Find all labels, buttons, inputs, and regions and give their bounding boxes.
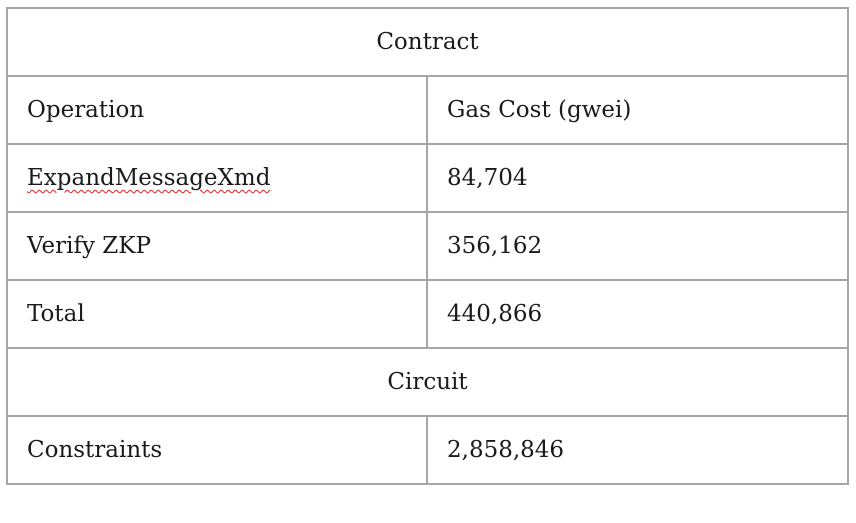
operation-cell[interactable]: ExpandMessageXmd [6,143,428,213]
contract-section-header: Contract [6,7,849,77]
operation-cell: Total [6,279,428,349]
circuit-section-row: Circuit [6,347,849,417]
contract-section-row: Contract [6,7,849,77]
operation-cell: Verify ZKP [6,211,428,281]
operation-column-header: Operation [6,75,428,145]
gas-cost-cell: 356,162 [426,211,849,281]
circuit-value-cell: 2,858,846 [426,415,849,485]
circuit-section-header: Circuit [6,347,849,417]
gas-cost-cell: 440,866 [426,279,849,349]
circuit-label-cell: Constraints [6,415,428,485]
table-row: Constraints 2,858,846 [6,415,849,485]
table-row: Total 440,866 [6,279,849,349]
misspelled-word[interactable]: ExpandMessageXmd [27,165,271,191]
table-row: ExpandMessageXmd 84,704 [6,143,849,213]
gas-cost-cell: 84,704 [426,143,849,213]
column-header-row: Operation Gas Cost (gwei) [6,75,849,145]
table-row: Verify ZKP 356,162 [6,211,849,281]
gas-cost-table: Contract Operation Gas Cost (gwei) Expan… [6,7,849,485]
gas-cost-column-header: Gas Cost (gwei) [426,75,849,145]
